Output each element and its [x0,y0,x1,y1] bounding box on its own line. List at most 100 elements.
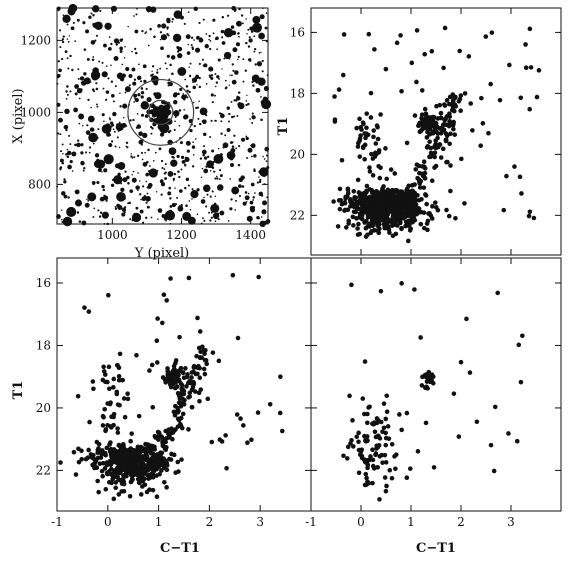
star [191,47,195,51]
star [68,134,71,137]
star [97,128,100,131]
star [117,129,120,132]
star [70,26,75,31]
star-point [351,188,357,194]
star [63,180,67,184]
panel-field: 1000 1200 1400 800 1000 1200 Y (pixel) X (pix… [11,3,272,261]
star-point [179,457,184,462]
star [206,160,214,169]
star [203,156,208,160]
star [133,101,136,103]
star [141,158,144,161]
star [125,66,130,72]
star-point [170,369,176,374]
star [187,216,196,225]
star-point [341,32,347,37]
star-point [421,159,427,165]
star [154,117,160,124]
star-point [186,275,192,281]
star [147,10,150,13]
star [195,106,198,110]
star [101,61,104,64]
star [171,202,177,208]
star [175,203,178,205]
cmd-top-frame [310,7,562,256]
star-point [348,204,353,209]
star [166,26,169,29]
star-point [79,456,84,462]
star [147,148,150,152]
star [216,184,224,191]
star-point [109,414,114,420]
star [265,12,268,14]
star [214,195,217,198]
star-point [412,190,418,196]
star-point [444,98,450,103]
star [116,72,124,80]
star-point [370,463,376,469]
star [247,45,251,48]
star [147,44,150,47]
star [61,143,64,146]
star-point [364,482,369,487]
star [229,207,233,211]
star [146,97,152,103]
star [124,86,131,93]
star-point [355,177,361,183]
star [130,153,132,155]
star-point [95,450,100,456]
star-point [365,232,370,238]
star [174,120,176,123]
star-point [164,298,170,303]
star [136,154,140,157]
star-point [132,453,137,459]
star-point [382,225,388,231]
star [214,119,217,122]
star-point [196,345,202,351]
star [191,77,198,83]
star-point [384,409,390,414]
star [60,209,63,211]
star [251,80,254,84]
star-point [102,406,107,412]
star-point [177,334,182,340]
star [191,193,196,198]
star-point [407,466,413,471]
star [66,93,69,96]
star [255,87,261,93]
star-point [160,443,166,448]
star [105,90,110,94]
star-point [96,489,101,495]
star [191,145,196,149]
star-point [175,416,181,422]
star-point [373,434,379,440]
star [77,68,80,71]
star [112,9,114,11]
star-point [458,359,464,365]
star-point [448,131,453,137]
star [92,13,95,17]
star [87,199,90,202]
star [260,96,262,98]
star-point [368,115,374,120]
star [141,29,144,33]
star-point [350,214,356,220]
star-point [224,466,229,471]
star-point [479,95,484,101]
star [248,58,252,62]
star [140,113,145,117]
star-point [412,287,417,292]
star-point [434,103,439,109]
star [203,63,208,68]
star [201,167,204,170]
star-point [459,156,464,162]
star-point [366,457,372,463]
star-point [382,218,388,223]
star-point [140,478,146,484]
star-point [332,119,338,124]
star-point [109,425,114,430]
star-point [230,272,236,278]
star [109,121,114,125]
star [59,133,62,136]
star-point [386,227,392,233]
